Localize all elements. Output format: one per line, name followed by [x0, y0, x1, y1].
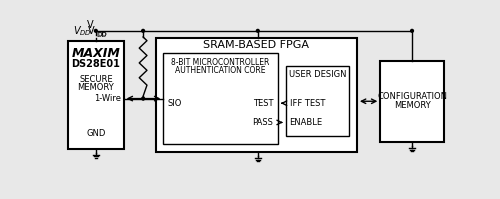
Text: TEST: TEST	[253, 99, 274, 108]
Bar	[163, 53, 278, 144]
Text: 1-Wire: 1-Wire	[94, 94, 120, 103]
Text: V: V	[87, 20, 94, 30]
Text: MAXIM: MAXIM	[72, 47, 120, 60]
Text: DD: DD	[96, 32, 107, 38]
Text: V: V	[88, 26, 94, 36]
Circle shape	[410, 29, 414, 32]
Text: $V_{DD}$: $V_{DD}$	[73, 24, 92, 38]
Text: USER DESIGN: USER DESIGN	[288, 70, 346, 79]
Text: SRAM-BASED FPGA: SRAM-BASED FPGA	[203, 40, 309, 50]
Text: MEMORY: MEMORY	[78, 83, 114, 92]
Text: MEMORY: MEMORY	[394, 101, 430, 110]
Circle shape	[256, 29, 259, 32]
Text: DD: DD	[98, 32, 107, 37]
Text: SECURE: SECURE	[79, 75, 112, 84]
Bar	[286, 66, 350, 136]
Circle shape	[94, 29, 97, 32]
Text: AUTHENTICATION CORE: AUTHENTICATION CORE	[176, 66, 266, 75]
Circle shape	[142, 97, 144, 100]
Text: GND: GND	[86, 129, 106, 138]
Circle shape	[142, 29, 144, 32]
Bar	[68, 41, 124, 149]
Text: 8-BIT MICROCONTROLLER: 8-BIT MICROCONTROLLER	[172, 58, 270, 67]
Text: DS28E01: DS28E01	[72, 59, 120, 69]
Bar	[380, 61, 444, 142]
Text: PASS: PASS	[252, 118, 274, 127]
Bar	[156, 38, 357, 152]
Text: ENABLE: ENABLE	[290, 118, 322, 127]
Text: IFF TEST: IFF TEST	[290, 99, 325, 108]
Text: CONFIGURATION: CONFIGURATION	[377, 92, 447, 101]
Text: SIO: SIO	[168, 99, 182, 108]
